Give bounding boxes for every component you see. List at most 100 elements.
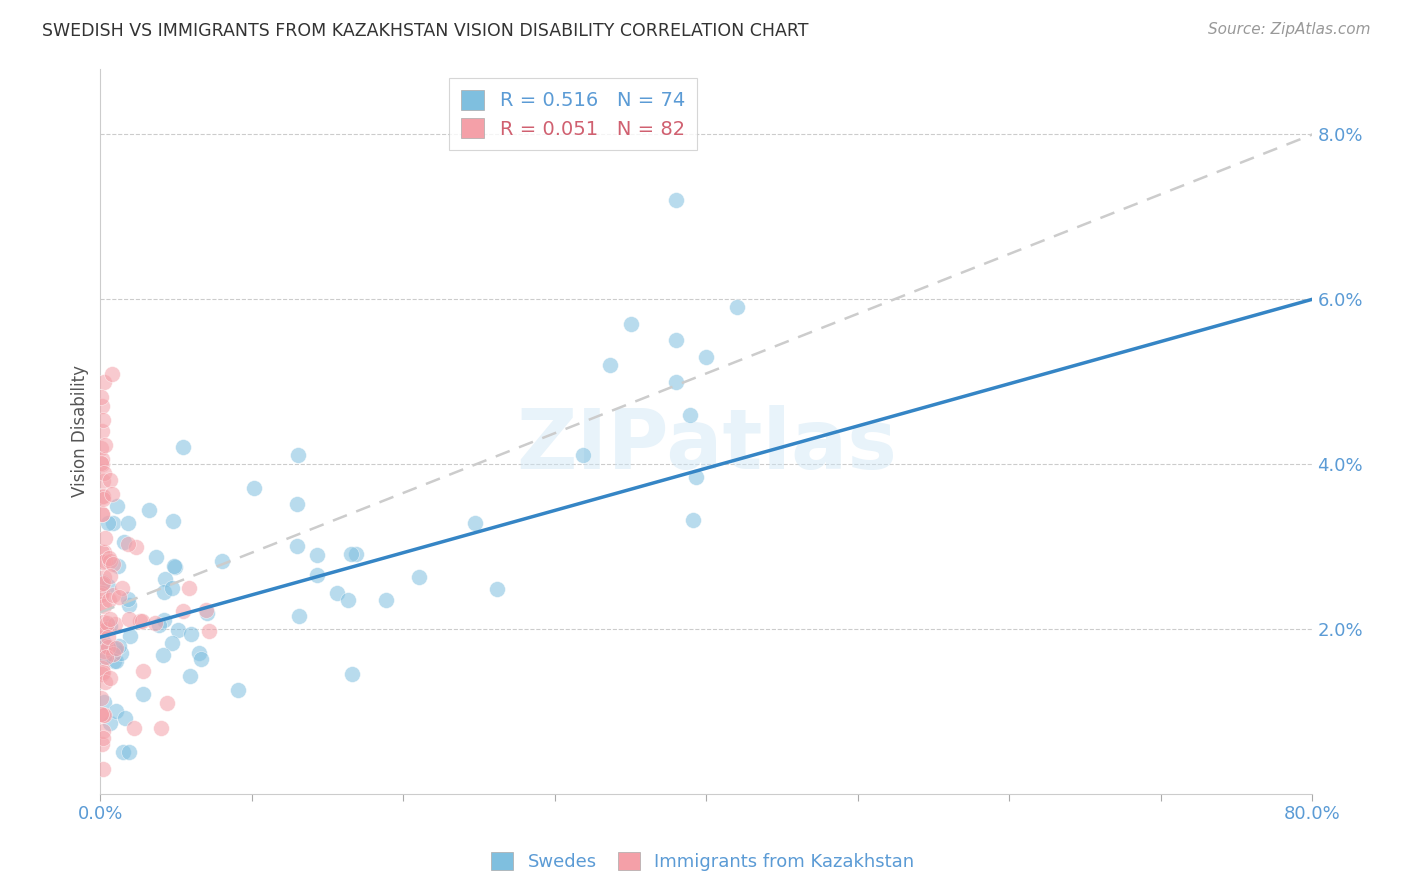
Point — [93, 644, 115, 658]
Point — [91, 623, 114, 637]
Point — [682, 513, 704, 527]
Point — [695, 350, 717, 364]
Point — [90, 588, 112, 602]
Point — [326, 585, 349, 599]
Point — [91, 724, 114, 739]
Point — [98, 569, 121, 583]
Point — [104, 641, 127, 656]
Point — [125, 540, 148, 554]
Point — [111, 581, 134, 595]
Point — [679, 408, 702, 422]
Point — [91, 490, 114, 504]
Point — [98, 473, 121, 487]
Text: ZIPatlas: ZIPatlas — [516, 405, 897, 486]
Point — [101, 557, 124, 571]
Point — [344, 547, 367, 561]
Point — [108, 639, 131, 653]
Point — [152, 648, 174, 662]
Point — [103, 648, 125, 662]
Point — [93, 707, 115, 722]
Point — [485, 582, 508, 597]
Point — [194, 603, 217, 617]
Point — [111, 746, 134, 760]
Point — [132, 665, 155, 679]
Point — [572, 448, 595, 462]
Point — [375, 592, 398, 607]
Point — [91, 492, 114, 507]
Point — [93, 467, 115, 481]
Point — [149, 721, 172, 735]
Y-axis label: Vision Disability: Vision Disability — [72, 365, 89, 497]
Point — [98, 619, 121, 633]
Point — [305, 548, 328, 562]
Point — [107, 590, 129, 604]
Point — [100, 487, 122, 501]
Point — [90, 400, 112, 414]
Point — [665, 375, 688, 389]
Point — [103, 653, 125, 667]
Point — [94, 554, 117, 568]
Point — [91, 507, 114, 521]
Point — [93, 639, 115, 653]
Point — [91, 474, 114, 488]
Point — [172, 604, 194, 618]
Text: SWEDISH VS IMMIGRANTS FROM KAZAKHSTAN VISION DISABILITY CORRELATION CHART: SWEDISH VS IMMIGRANTS FROM KAZAKHSTAN VI… — [42, 22, 808, 40]
Point — [131, 614, 153, 628]
Point — [107, 558, 129, 573]
Point — [148, 618, 170, 632]
Point — [91, 762, 114, 776]
Point — [98, 554, 121, 568]
Point — [138, 503, 160, 517]
Point — [91, 615, 114, 630]
Point — [90, 690, 112, 705]
Point — [211, 554, 233, 568]
Point — [94, 438, 117, 452]
Point — [197, 624, 219, 638]
Point — [180, 627, 202, 641]
Point — [167, 623, 190, 637]
Point — [93, 570, 115, 584]
Point — [98, 716, 121, 731]
Point — [243, 481, 266, 495]
Point — [96, 622, 118, 636]
Point — [91, 737, 114, 751]
Point — [110, 647, 132, 661]
Point — [162, 581, 184, 595]
Point — [117, 516, 139, 530]
Point — [172, 440, 194, 454]
Point — [91, 576, 114, 591]
Point — [155, 696, 177, 710]
Point — [91, 585, 114, 599]
Point — [112, 535, 135, 549]
Point — [285, 539, 308, 553]
Point — [90, 660, 112, 674]
Point — [91, 489, 114, 503]
Point — [153, 572, 176, 586]
Point — [118, 746, 141, 760]
Point — [285, 497, 308, 511]
Point — [114, 711, 136, 725]
Point — [93, 623, 115, 637]
Point — [91, 708, 114, 723]
Point — [118, 598, 141, 612]
Point — [90, 441, 112, 455]
Point — [160, 635, 183, 649]
Point — [91, 424, 114, 438]
Point — [101, 516, 124, 530]
Point — [337, 592, 360, 607]
Point — [179, 581, 201, 595]
Point — [97, 631, 120, 645]
Point — [101, 368, 124, 382]
Point — [98, 612, 121, 626]
Point — [91, 731, 114, 746]
Point — [90, 451, 112, 466]
Point — [179, 669, 201, 683]
Point — [105, 704, 128, 718]
Point — [287, 448, 309, 462]
Point — [90, 390, 112, 404]
Point — [91, 413, 114, 427]
Point — [93, 375, 115, 389]
Point — [97, 516, 120, 531]
Point — [165, 559, 187, 574]
Point — [93, 650, 115, 665]
